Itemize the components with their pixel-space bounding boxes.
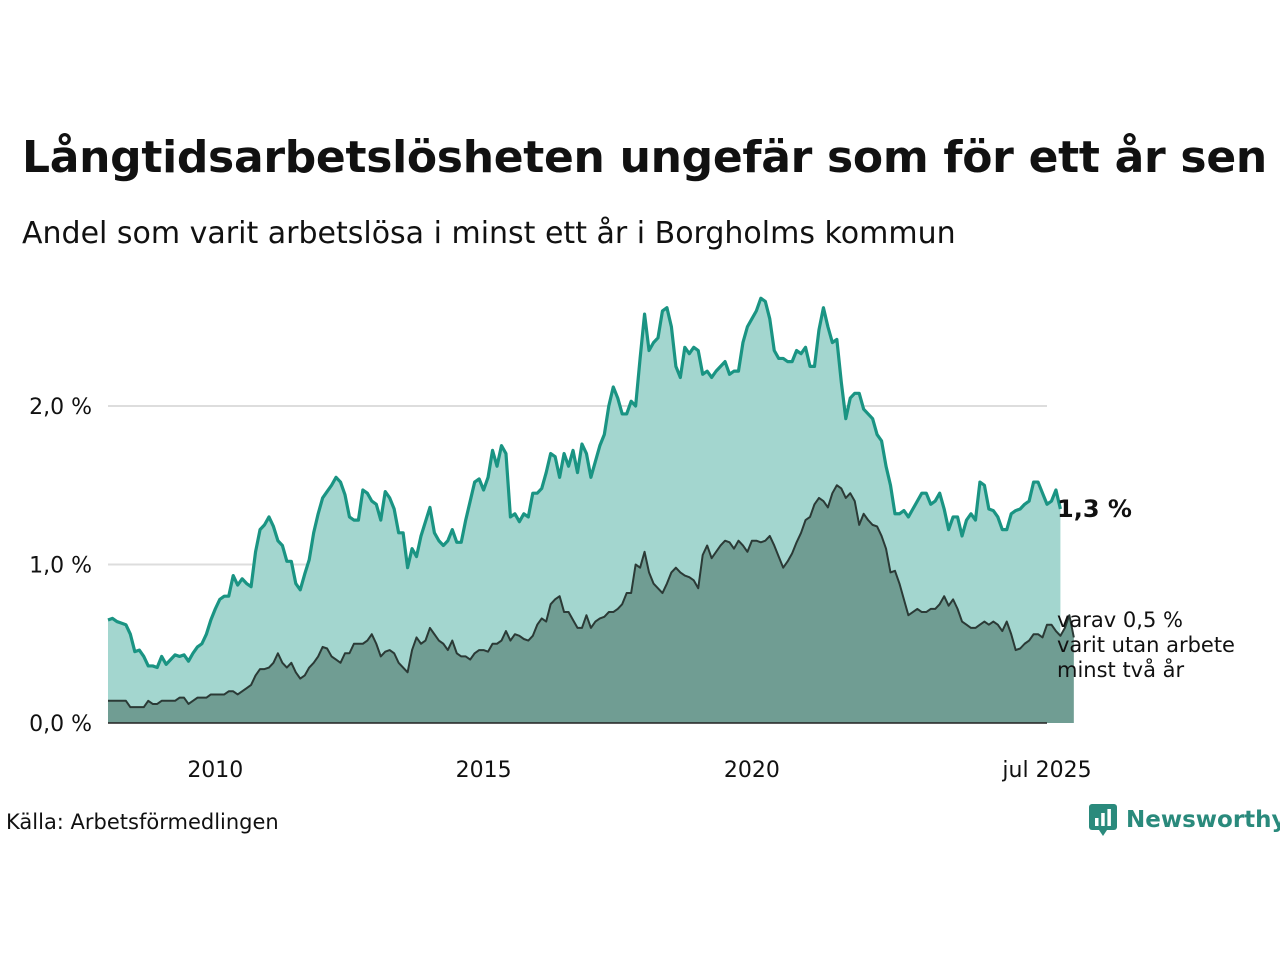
area-long-fill — [108, 485, 1074, 723]
x-tick-label: 2010 — [187, 758, 243, 783]
chart-title: Långtidsarbetslösheten ungefär som för e… — [22, 132, 1267, 183]
x-tick-label: jul 2025 — [1001, 758, 1091, 783]
end-label-long-line: minst två år — [1057, 657, 1185, 682]
end-label-total: 1,3 % — [1057, 495, 1132, 523]
y-tick-label: 1,0 % — [29, 554, 92, 579]
y-axis: 0,0 % 1,0 % 2,0 % — [29, 395, 92, 737]
y-tick-label: 0,0 % — [29, 712, 92, 737]
logo-text: Newsworthy — [1126, 807, 1280, 833]
x-tick-label: 2020 — [724, 758, 780, 783]
newsworthy-logo[interactable]: Newsworthy — [1088, 803, 1280, 837]
chart: 0,0 % 1,0 % 2,0 % 2010 2015 2020 jul 2025 1,3… — [29, 296, 1235, 783]
line-total — [107, 296, 1062, 670]
x-axis: 2010 2015 2020 jul 2025 — [187, 758, 1091, 783]
end-label-long-line: varav 0,5 % — [1057, 608, 1183, 632]
line-long — [108, 484, 1075, 709]
end-label-long-line: varit utan arbete — [1057, 633, 1235, 657]
newsworthy-logo-icon — [1089, 804, 1117, 836]
source-note: Källa: Arbetsförmedlingen — [6, 810, 279, 834]
chart-subtitle: Andel som varit arbetslösa i minst ett å… — [22, 216, 956, 251]
y-tick-label: 2,0 % — [29, 395, 92, 420]
x-tick-label: 2015 — [456, 758, 512, 783]
